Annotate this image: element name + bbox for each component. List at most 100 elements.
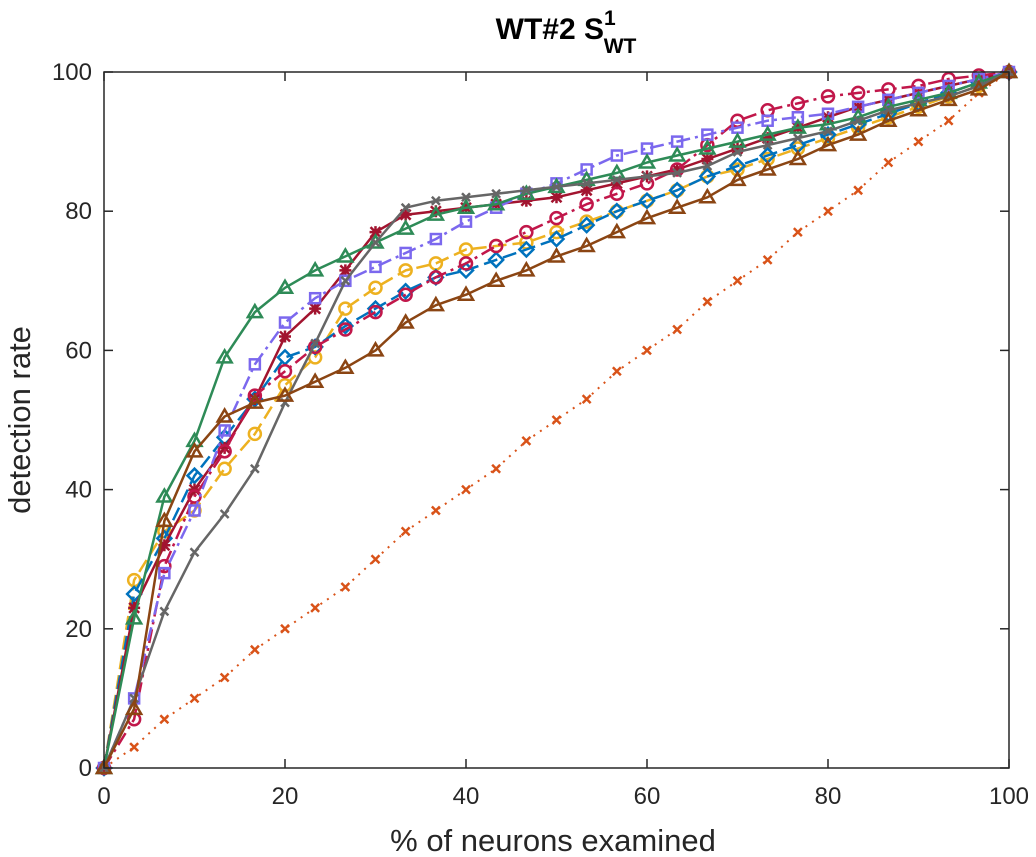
y-axis-label: detection rate <box>2 326 37 514</box>
data-point <box>366 233 385 249</box>
data-point <box>124 699 144 716</box>
data-point <box>762 255 773 265</box>
data-point <box>792 227 803 237</box>
data-point <box>667 146 687 162</box>
data-point <box>215 407 234 423</box>
data-point <box>607 222 627 239</box>
data-point <box>399 246 412 260</box>
data-point <box>459 215 473 228</box>
data-point <box>486 271 506 288</box>
data-point <box>701 153 714 165</box>
data-point <box>547 230 566 248</box>
series-line <box>102 70 1010 769</box>
data-point <box>702 296 713 307</box>
data-point <box>550 191 563 204</box>
data-point <box>698 139 717 155</box>
data-point <box>158 539 171 552</box>
data-point <box>642 171 652 182</box>
data-point <box>366 340 385 357</box>
data-point <box>218 441 231 454</box>
data-point <box>882 93 895 107</box>
axis-ticks: 0 20 40 60 80 100 0 20 40 60 80 100 <box>52 59 1029 810</box>
data-point <box>219 509 230 519</box>
y-tick-label: 100 <box>52 59 92 86</box>
data-point <box>124 608 144 625</box>
chart-title: WT#2 S1 WT <box>496 7 637 58</box>
data-point <box>185 466 204 485</box>
data-point <box>853 185 864 196</box>
data-point <box>461 192 471 203</box>
data-point <box>277 377 293 393</box>
data-point <box>368 280 383 296</box>
data-point <box>370 554 381 565</box>
x-tick-label: 0 <box>97 783 110 810</box>
data-point <box>758 125 777 141</box>
data-point <box>277 364 293 379</box>
data-point <box>883 157 894 168</box>
data-point <box>788 149 808 166</box>
data-point <box>338 322 353 337</box>
data-point <box>637 208 657 225</box>
x-tick-label: 40 <box>453 783 480 810</box>
data-point <box>491 463 502 474</box>
data-point <box>400 526 411 537</box>
data-point <box>215 347 234 364</box>
data-point <box>368 304 383 320</box>
data-point <box>369 226 382 239</box>
data-point <box>698 187 717 204</box>
data-point <box>398 263 413 278</box>
x-axis-label: % of neurons examined <box>390 823 716 857</box>
chart-title-superscript: 1 <box>604 7 616 30</box>
data-point <box>702 161 713 171</box>
data-point <box>909 100 928 117</box>
data-point <box>275 386 295 402</box>
data-point <box>336 358 355 375</box>
y-tick-label: 20 <box>65 616 92 643</box>
data-point <box>94 758 114 775</box>
data-point <box>217 444 232 459</box>
data-point <box>879 111 898 127</box>
data-point <box>611 366 622 377</box>
data-point <box>366 299 385 318</box>
data-point <box>577 236 596 253</box>
series-layer <box>94 62 1019 777</box>
data-point <box>638 191 656 210</box>
data-point <box>642 345 652 356</box>
data-point <box>581 394 592 405</box>
data-point <box>189 547 200 558</box>
data-point <box>760 151 775 167</box>
data-point <box>581 178 592 189</box>
data-point <box>308 291 322 305</box>
data-point <box>790 96 806 111</box>
data-point <box>551 415 562 425</box>
data-point <box>487 251 505 269</box>
data-point <box>310 338 321 349</box>
data-point <box>668 181 686 200</box>
data-point <box>579 196 594 212</box>
data-point <box>672 168 683 178</box>
data-point <box>820 89 836 104</box>
data-point <box>521 185 532 196</box>
data-point <box>517 240 536 259</box>
data-point <box>969 79 989 96</box>
data-point <box>249 463 260 474</box>
data-point <box>369 260 382 274</box>
data-point <box>158 566 171 580</box>
data-point <box>245 393 265 409</box>
data-point <box>188 504 201 517</box>
data-point <box>310 603 321 613</box>
x-tick-label: 20 <box>272 783 299 810</box>
data-point <box>248 358 262 371</box>
data-point <box>611 174 622 185</box>
data-point <box>340 582 351 592</box>
data-point <box>278 316 292 329</box>
data-point <box>458 256 474 271</box>
data-point <box>850 85 866 101</box>
data-point <box>520 194 533 207</box>
data-point <box>672 324 683 335</box>
data-point <box>667 198 687 214</box>
chart-title-subscript: WT <box>604 35 637 58</box>
data-point <box>430 505 441 516</box>
